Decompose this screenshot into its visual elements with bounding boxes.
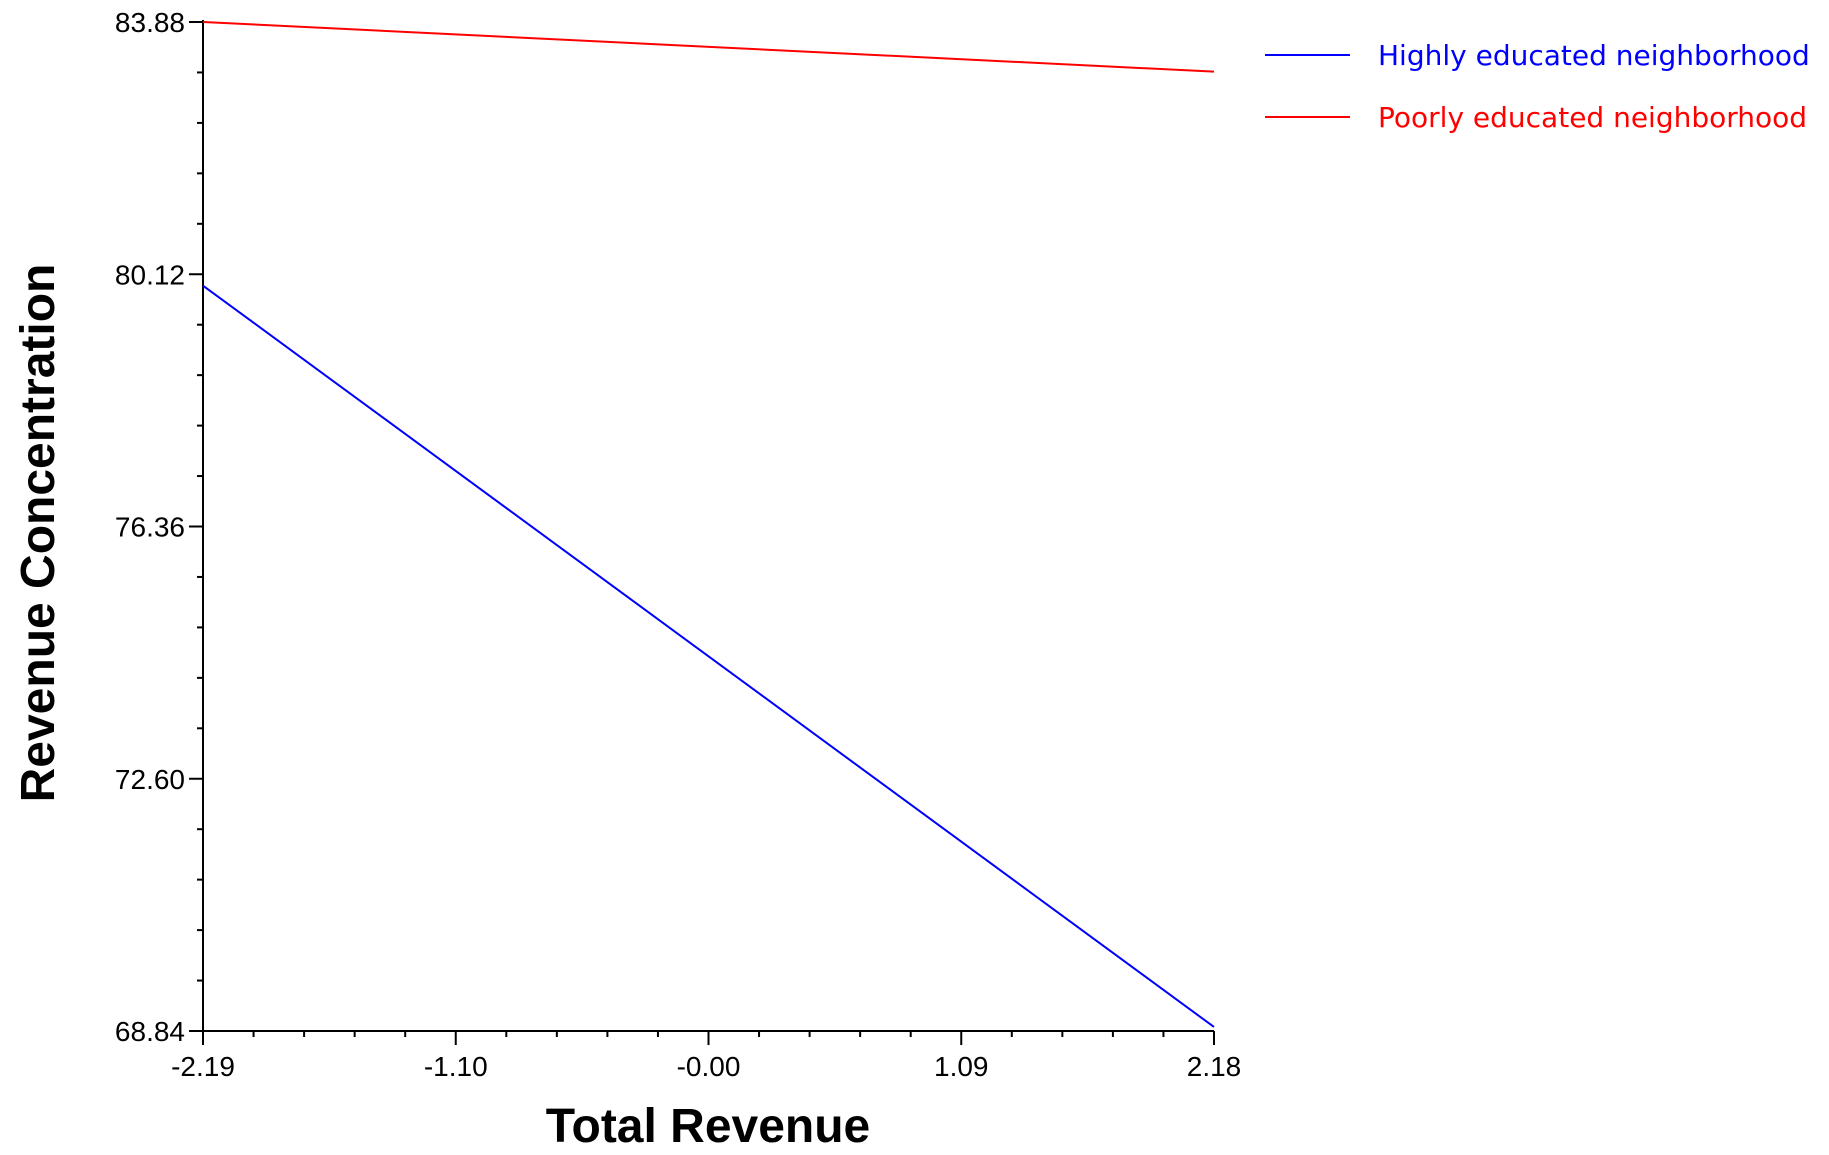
x-tick-label: -2.19 (171, 1051, 235, 1082)
legend-label: Highly educated neighborhood (1378, 39, 1810, 72)
y-tick-label: 68.84 (115, 1016, 185, 1047)
x-tick-label: 2.18 (1187, 1051, 1242, 1082)
x-tick-label: -1.10 (424, 1051, 488, 1082)
axes (202, 20, 1214, 1032)
y-tick-label: 80.12 (115, 259, 185, 290)
x-tick-label: 1.09 (934, 1051, 989, 1082)
y-axis-title: Revenue Concentration (12, 264, 65, 803)
legend: Highly educated neighborhood Poorly educa… (1265, 39, 1810, 134)
legend-label: Poorly educated neighborhood (1378, 101, 1807, 134)
y-tick-label: 83.88 (115, 7, 185, 38)
series-lines (202, 21, 1215, 1028)
x-tick-label: -0.00 (677, 1051, 741, 1082)
y-tick-label: 72.60 (115, 764, 185, 795)
series-line-highly-educated (202, 284, 1215, 1028)
y-tick-label: 76.36 (115, 512, 185, 543)
series-line-poorly-educated (202, 21, 1215, 73)
ticks: 68.84 72.60 76.36 80.12 83.88 -2.19 -1.10 -0.00… (115, 7, 1241, 1082)
x-axis-title: Total Revenue (546, 1100, 871, 1153)
